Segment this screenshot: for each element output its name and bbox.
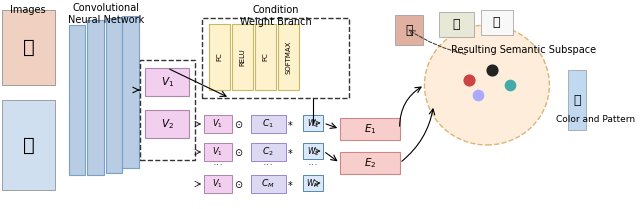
FancyBboxPatch shape [204, 175, 232, 193]
Text: $E_1$: $E_1$ [364, 122, 376, 136]
FancyBboxPatch shape [145, 68, 189, 96]
FancyBboxPatch shape [251, 115, 285, 133]
FancyBboxPatch shape [251, 143, 285, 161]
Text: ...: ... [212, 157, 223, 167]
Text: $W_M$: $W_M$ [307, 178, 320, 190]
Text: $E_2$: $E_2$ [364, 156, 376, 170]
FancyBboxPatch shape [481, 10, 513, 35]
Text: $\odot$: $\odot$ [234, 178, 243, 190]
Text: $C_2$: $C_2$ [262, 146, 274, 158]
Text: $C_1$: $C_1$ [262, 118, 274, 130]
Text: $V_1$: $V_1$ [212, 178, 223, 190]
Text: Convolutional
Neural Network: Convolutional Neural Network [68, 3, 144, 25]
Text: $V_1$: $V_1$ [161, 75, 173, 89]
FancyBboxPatch shape [106, 18, 122, 173]
FancyBboxPatch shape [204, 115, 232, 133]
FancyBboxPatch shape [439, 12, 474, 37]
Point [472, 93, 483, 97]
Text: $*$: $*$ [287, 147, 294, 157]
FancyBboxPatch shape [255, 24, 276, 90]
Text: 👞: 👞 [492, 15, 500, 28]
Point [463, 78, 474, 82]
Text: 👕: 👕 [405, 23, 413, 37]
Text: Color and Pattern: Color and Pattern [556, 116, 635, 125]
FancyBboxPatch shape [278, 24, 299, 90]
Text: $\odot$: $\odot$ [234, 119, 243, 130]
Text: $*$: $*$ [287, 119, 294, 129]
Text: ...: ... [308, 157, 319, 167]
Point [505, 83, 515, 87]
FancyBboxPatch shape [340, 118, 399, 140]
Text: ...: ... [263, 157, 274, 167]
Ellipse shape [424, 25, 549, 145]
FancyBboxPatch shape [122, 16, 139, 168]
Text: FC: FC [216, 53, 223, 61]
FancyBboxPatch shape [2, 10, 55, 85]
FancyBboxPatch shape [204, 143, 232, 161]
FancyBboxPatch shape [209, 24, 230, 90]
FancyBboxPatch shape [232, 24, 253, 90]
FancyBboxPatch shape [340, 152, 399, 174]
FancyBboxPatch shape [303, 175, 323, 191]
Text: $\odot$: $\odot$ [234, 147, 243, 158]
Text: $W_1$: $W_1$ [307, 118, 319, 130]
FancyBboxPatch shape [303, 143, 323, 159]
Text: $*$: $*$ [287, 179, 294, 189]
Text: Images: Images [10, 5, 45, 15]
FancyBboxPatch shape [251, 175, 285, 193]
Point [486, 68, 497, 72]
Text: RELU: RELU [239, 48, 246, 66]
Text: $V_1$: $V_1$ [212, 146, 223, 158]
Text: 👟: 👟 [453, 18, 460, 31]
FancyBboxPatch shape [303, 115, 323, 131]
Text: $C_M$: $C_M$ [262, 178, 275, 190]
Text: $V_1$: $V_1$ [212, 118, 223, 130]
FancyBboxPatch shape [145, 110, 189, 138]
Text: 👕: 👕 [22, 38, 35, 57]
Text: FC: FC [262, 53, 269, 61]
FancyBboxPatch shape [2, 100, 55, 190]
Text: SOFTMAX: SOFTMAX [285, 40, 291, 74]
Text: $W_2$: $W_2$ [307, 146, 319, 158]
FancyBboxPatch shape [69, 25, 86, 175]
Text: Resulting Semantic Subspace: Resulting Semantic Subspace [451, 45, 596, 55]
Text: $V_2$: $V_2$ [161, 117, 173, 131]
FancyBboxPatch shape [87, 20, 104, 175]
FancyBboxPatch shape [395, 15, 422, 45]
Text: Condition
Weight Branch: Condition Weight Branch [240, 5, 312, 27]
FancyBboxPatch shape [568, 70, 586, 130]
Text: 👖: 👖 [573, 93, 580, 107]
Text: 👖: 👖 [22, 135, 35, 154]
